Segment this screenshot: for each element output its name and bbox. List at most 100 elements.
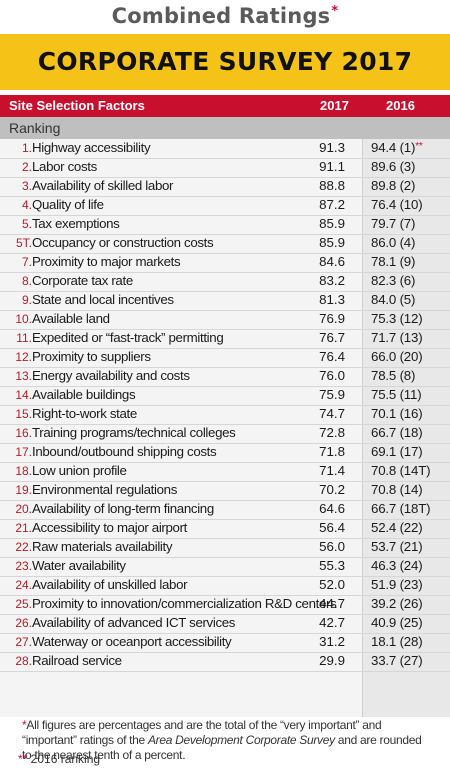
table-row: 22. Raw materials availability 56.0 53.7 (2… (0, 538, 450, 558)
row-value-2017: 84.6 (319, 254, 345, 269)
row-value-2016: 18.1 (28) (371, 634, 423, 649)
row-rank: 7. (21, 255, 32, 269)
row-value-2016: 78.5 (8) (371, 368, 416, 383)
table-row: 5. Tax exemptions 85.9 79.7 (7) (0, 215, 450, 235)
table-row: 5T. Occupancy or construction costs 85.9 86… (0, 234, 450, 254)
row-value-2016: 69.1 (17) (371, 444, 423, 459)
row-value-2017: 71.8 (319, 444, 345, 459)
row-factor: Proximity to innovation/commercializatio… (32, 596, 337, 611)
table-row: 20. Availability of long-term financing 64… (0, 500, 450, 520)
row-rank: 25. (15, 597, 32, 611)
column-divider (362, 139, 363, 717)
row-rank: 27. (15, 635, 32, 649)
footnote-ranking: ** 2016 ranking (18, 752, 100, 766)
row-value-2017: 88.8 (319, 178, 345, 193)
row-value-2017: 74.7 (319, 406, 345, 421)
ratings-table: Site Selection Factors 2017 2016 Ranking… (0, 95, 450, 717)
table-row: 4. Quality of life 87.2 76.4 (10) (0, 196, 450, 216)
row-factor: Expedited or “fast-track” permitting (32, 330, 224, 345)
row-factor: Accessibility to major airport (32, 520, 188, 535)
row-value-2016-wrap: 94.4 (1)** (371, 140, 423, 155)
row-rank: 19. (15, 483, 32, 497)
row-factor: Quality of life (32, 197, 104, 212)
header-2017: 2017 (320, 98, 349, 113)
table-row: 7. Proximity to major markets 84.6 78.1 (9) (0, 253, 450, 273)
row-value-2016: 89.6 (3) (371, 159, 416, 174)
row-value-2016: 53.7 (21) (371, 539, 423, 554)
row-factor: Low union profile (32, 463, 127, 478)
row-value-2017: 52.0 (319, 577, 345, 592)
page-title: Combined Ratings* (0, 4, 450, 30)
row-factor: Proximity to suppliers (32, 349, 151, 364)
table-row: 13. Energy availability and costs 76.0 78.5… (0, 367, 450, 387)
row-value-2017: 70.2 (319, 482, 345, 497)
row-rank: 23. (15, 559, 32, 573)
row-value-2016: 76.4 (10) (371, 197, 423, 212)
row-factor: Occupancy or construction costs (32, 235, 214, 250)
table-row: 17. Inbound/outbound shipping costs 71.8 69… (0, 443, 450, 463)
row-value-2016: 82.3 (6) (371, 273, 416, 288)
row-value-2017: 76.7 (319, 330, 345, 345)
row-value-2017: 76.4 (319, 349, 345, 364)
row-factor: Corporate tax rate (32, 273, 133, 288)
row-value-2016: 75.5 (11) (371, 387, 422, 402)
row-factor: Availability of long-term financing (32, 501, 214, 516)
row-value-2016: 86.0 (4) (371, 235, 416, 250)
table-row: 26. Availability of advanced ICT services… (0, 614, 450, 634)
table-row: 25. Proximity to innovation/commercializa… (0, 595, 450, 615)
row-value-2016: 71.7 (13) (371, 330, 423, 345)
footnote-asterisk: * (22, 718, 27, 732)
table-row: 27. Waterway or oceanport accessibility 31… (0, 633, 450, 653)
row-factor: Highway accessibility (32, 140, 151, 155)
row-factor: Raw materials availability (32, 539, 173, 554)
table-header: Site Selection Factors 2017 2016 (0, 95, 450, 117)
footnote-text-b: and are rounded to the nearest tenth of … (22, 733, 422, 762)
table-row: 15. Right-to-work state 74.7 70.1 (16) (0, 405, 450, 425)
row-value-2017: 56.4 (319, 520, 345, 535)
table-row: 23. Water availability 55.3 46.3 (24) (0, 557, 450, 577)
row-factor: Available land (32, 311, 110, 326)
row-value-2017: 55.3 (319, 558, 345, 573)
row-value-2016: 84.0 (5) (371, 292, 416, 307)
row-value-2017: 75.9 (319, 387, 345, 402)
table-row: 12. Proximity to suppliers 76.4 66.0 (20) (0, 348, 450, 368)
row-factor: Availability of unskilled labor (32, 577, 188, 592)
title-text: Combined Ratings (111, 4, 331, 28)
row-rank: 26. (15, 616, 32, 630)
row-rank: 10. (15, 312, 32, 326)
header-2016: 2016 (386, 98, 415, 113)
table-row: 2. Labor costs 91.1 89.6 (3) (0, 158, 450, 178)
footnote-double-asterisk: ** (18, 752, 28, 766)
row-rank: 28. (15, 654, 32, 668)
table-row: 19. Environmental regulations 70.2 70.8 (14… (0, 481, 450, 501)
row-value-2016: 70.8 (14T) (371, 463, 431, 478)
row-rank: 12. (15, 350, 32, 364)
row-rank: 3. (21, 179, 32, 193)
row-factor: Proximity to major markets (32, 254, 181, 269)
row-factor: Water availability (32, 558, 126, 573)
row-value-2017: 81.3 (319, 292, 345, 307)
row-value-2016: 39.2 (26) (371, 596, 423, 611)
footnote-main: *All figures are percentages and are the… (22, 718, 432, 763)
table-row: 10. Available land 76.9 75.3 (12) (0, 310, 450, 330)
row-value-2017: 85.9 (319, 235, 345, 250)
row-factor: Tax exemptions (32, 216, 120, 231)
row-value-2017: 44.7 (319, 596, 345, 611)
row-value-2017: 29.9 (319, 653, 345, 668)
row-factor: Inbound/outbound shipping costs (32, 444, 217, 459)
header-factor: Site Selection Factors (9, 98, 145, 113)
row-factor: Available buildings (32, 387, 136, 402)
table-row: 1. Highway accessibility 91.3 94.4 (1)** (0, 139, 450, 159)
row-rank: 15. (15, 407, 32, 421)
table-row: 21. Accessibility to major airport 56.4 52.… (0, 519, 450, 539)
row-value-2017: 76.0 (319, 368, 345, 383)
row-rank: 9. (21, 293, 32, 307)
footnote-text-a: All figures are percentages and are the … (22, 718, 382, 747)
row-value-2017: 72.8 (319, 425, 345, 440)
footnote-survey-name: Area Development Corporate Survey (147, 733, 335, 747)
row-rank: 13. (15, 369, 32, 383)
table-row: 3. Availability of skilled labor 88.8 89.8 … (0, 177, 450, 197)
row-factor: Environmental regulations (32, 482, 177, 497)
row-value-2016: 75.3 (12) (371, 311, 423, 326)
row-value-2017: 64.6 (319, 501, 345, 516)
